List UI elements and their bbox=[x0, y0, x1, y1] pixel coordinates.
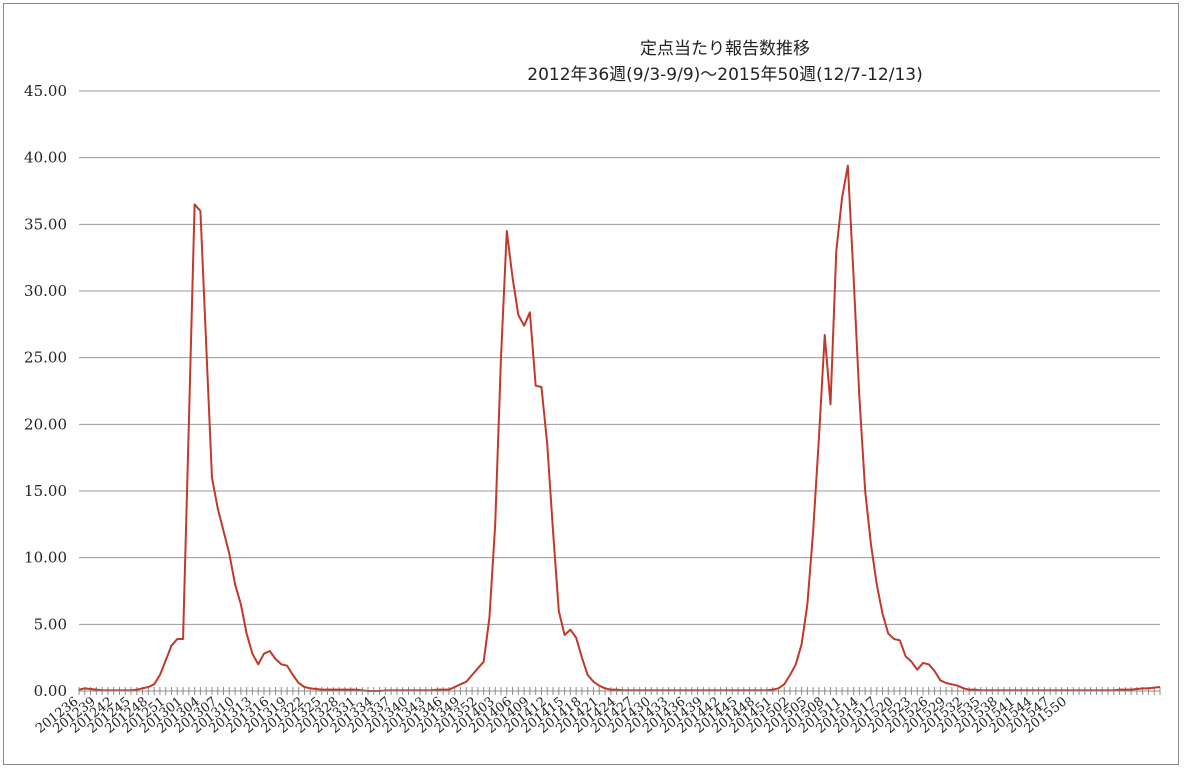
y-tick-label: 30.00 bbox=[24, 282, 67, 300]
y-tick-label: 20.00 bbox=[24, 415, 67, 433]
line-chart: 定点当たり報告数推移 2012年36週(9/3-9/9)〜2015年50週(12… bbox=[24, 39, 1161, 737]
y-tick-label: 0.00 bbox=[34, 682, 67, 700]
y-tick-label: 35.00 bbox=[24, 215, 67, 233]
y-axis-tick-labels: 45.00 40.00 35.00 30.00 25.00 20.00 15.00 10.00… bbox=[24, 82, 67, 700]
gridlines bbox=[79, 90, 1160, 625]
series-lines bbox=[78, 164, 1161, 692]
x-axis-tick-labels: 2012362012392012422012452012482012512013… bbox=[33, 694, 1070, 736]
y-tick-label: 45.00 bbox=[24, 82, 67, 100]
y-tick-label: 15.00 bbox=[24, 482, 67, 500]
y-tick-label: 5.00 bbox=[34, 615, 67, 633]
y-tick-label: 25.00 bbox=[24, 349, 67, 367]
chart-frame: 定点当たり報告数推移 2012年36週(9/3-9/9)〜2015年50週(12… bbox=[3, 3, 1179, 765]
y-tick-label: 40.00 bbox=[24, 149, 67, 167]
y-tick-label: 10.00 bbox=[24, 549, 67, 567]
chart-title: 定点当たり報告数推移 bbox=[640, 39, 810, 59]
series-line bbox=[78, 164, 1161, 692]
chart-subtitle: 2012年36週(9/3-9/9)〜2015年50週(12/7-12/13) bbox=[527, 65, 922, 85]
